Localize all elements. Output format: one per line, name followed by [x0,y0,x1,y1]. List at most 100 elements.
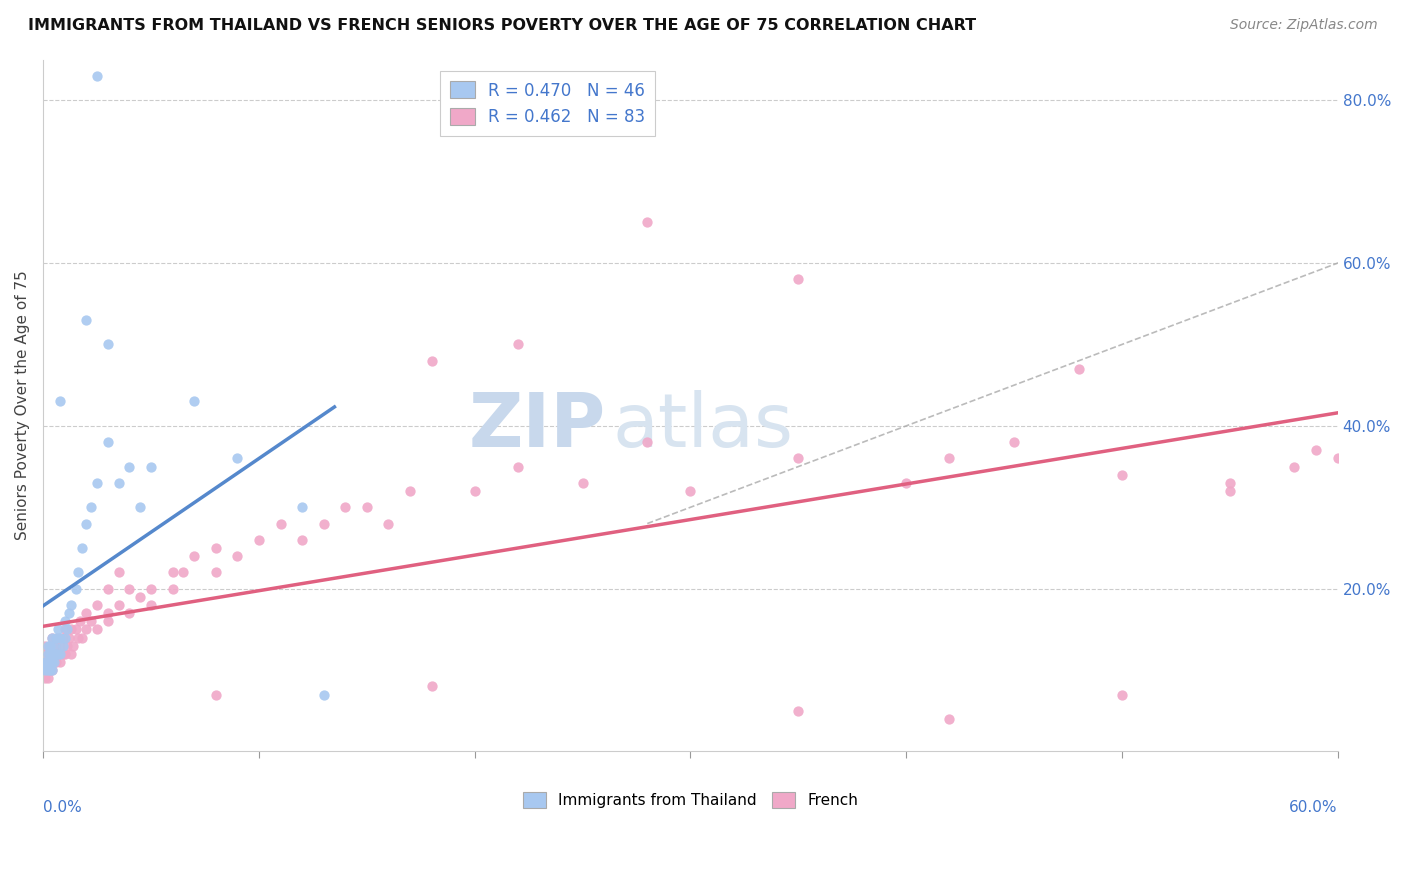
Point [172,566,194,580]
Point [41,647,63,661]
Point [34,639,56,653]
Point [118,582,141,596]
Point [226,451,249,466]
Point [787,451,810,466]
Point [49,647,72,661]
Point [38,663,60,677]
Point [46,647,69,661]
Point [183,394,205,409]
Point [42,647,65,661]
Point [38,639,60,653]
Point [38,647,60,661]
Point [226,549,249,563]
Point [938,712,960,726]
Point [75,623,97,637]
Point [204,566,226,580]
Point [37,655,59,669]
Point [894,475,917,490]
Point [70,631,93,645]
Point [118,606,141,620]
Point [34,663,56,677]
Point [1326,451,1348,466]
Point [65,582,87,596]
Point [52,647,75,661]
Point [37,647,59,661]
Point [45,631,67,645]
Point [65,623,87,637]
Point [70,541,93,555]
Point [32,647,55,661]
Point [75,313,97,327]
Point [1219,475,1241,490]
Point [58,606,80,620]
Point [34,655,56,669]
Point [66,631,89,645]
Point [52,639,75,653]
Point [636,215,658,229]
Point [42,655,65,669]
Point [38,647,60,661]
Point [42,639,65,653]
Point [45,647,67,661]
Point [75,606,97,620]
Point [52,631,75,645]
Point [60,598,83,612]
Point [183,549,205,563]
Point [37,639,59,653]
Text: ZIP: ZIP [470,390,606,463]
Point [49,394,72,409]
Point [107,475,129,490]
Point [118,459,141,474]
Point [45,655,67,669]
Point [86,623,108,637]
Point [247,533,270,547]
Legend: R = 0.470   N = 46, R = 0.462   N = 83: R = 0.470 N = 46, R = 0.462 N = 83 [440,71,655,136]
Point [129,500,152,515]
Point [41,631,63,645]
Point [420,679,443,693]
Point [34,671,56,685]
Point [1111,688,1133,702]
Point [32,663,55,677]
Point [41,663,63,677]
Point [60,623,83,637]
Point [938,451,960,466]
Point [636,435,658,450]
Point [204,688,226,702]
Point [1002,435,1025,450]
Point [571,475,593,490]
Point [69,614,91,628]
Point [506,459,529,474]
Point [506,337,529,351]
Point [41,647,63,661]
Point [60,647,83,661]
Point [377,516,399,531]
Point [464,483,486,498]
Point [45,647,67,661]
Point [46,647,69,661]
Point [291,533,314,547]
Point [399,483,422,498]
Point [38,639,60,653]
Point [312,688,335,702]
Point [86,69,108,83]
Text: IMMIGRANTS FROM THAILAND VS FRENCH SENIORS POVERTY OVER THE AGE OF 75 CORRELATIO: IMMIGRANTS FROM THAILAND VS FRENCH SENIO… [28,18,976,33]
Point [97,606,120,620]
Point [34,663,56,677]
Point [53,631,76,645]
Point [97,337,120,351]
Point [679,483,702,498]
Point [42,647,65,661]
Point [56,639,79,653]
Point [1067,362,1090,376]
Point [37,663,59,677]
Point [53,623,76,637]
Point [97,435,120,450]
Point [38,663,60,677]
Point [86,475,108,490]
Text: Source: ZipAtlas.com: Source: ZipAtlas.com [1230,18,1378,32]
Point [58,631,80,645]
Point [37,655,59,669]
Point [42,639,65,653]
Point [1219,483,1241,498]
